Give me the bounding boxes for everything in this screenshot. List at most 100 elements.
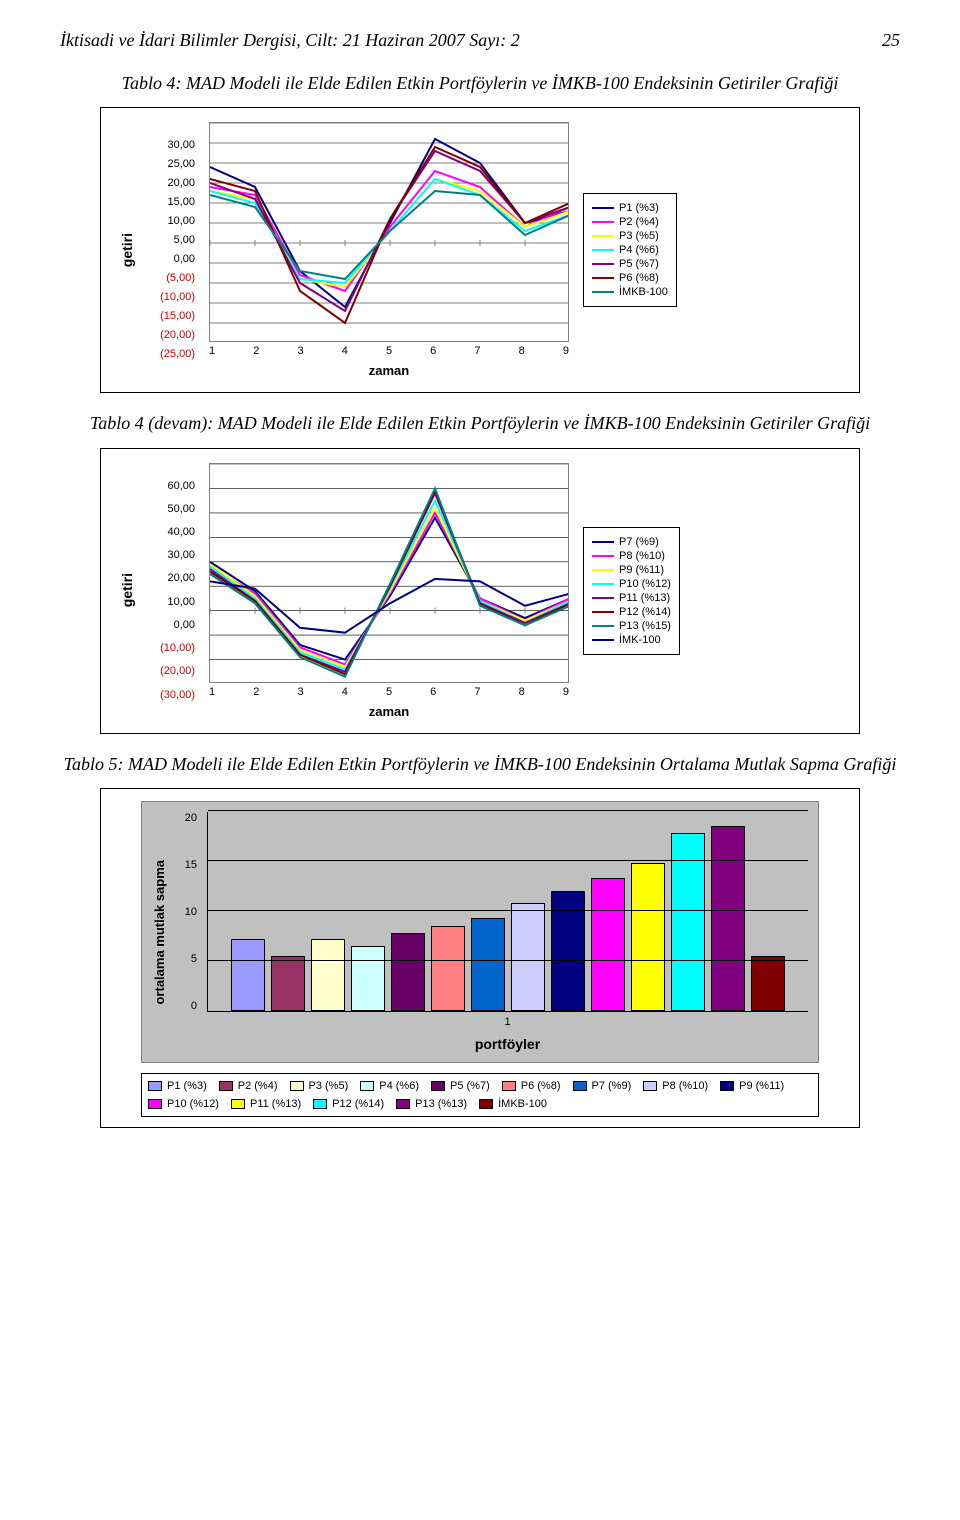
legend-label: P6 (%8) [521,1080,561,1092]
legend-item: P7 (%9) [573,1080,632,1092]
ytick: 15 [177,859,197,871]
ytick: (30,00) [149,690,195,701]
xtick: 4 [342,686,348,698]
legend-label: P4 (%6) [379,1080,419,1092]
legend-label: P3 (%5) [309,1080,349,1092]
legend-item: P2 (%4) [219,1080,278,1092]
xtick: 8 [519,345,525,357]
tablo4b-legend: P7 (%9) P8 (%10) P9 (%11) P10 (%12) P11 … [583,527,680,655]
legend-label: P5 (%7) [450,1080,490,1092]
legend-label: P13 (%13) [415,1098,467,1110]
bar [351,946,385,1011]
tablo5-bars [208,826,808,1011]
legend-item: P13 (%15) [592,620,671,632]
legend-swatch [313,1099,327,1109]
legend-label: P2 (%4) [238,1080,278,1092]
ytick: (5,00) [149,273,195,284]
legend-swatch [592,263,614,265]
ytick: 0,00 [149,620,195,631]
ytick: 30,00 [149,140,195,151]
legend-label: P7 (%9) [619,536,659,548]
ytick: 10,00 [149,216,195,227]
legend-label: P2 (%4) [619,216,659,228]
ytick: 20,00 [149,178,195,189]
legend-swatch [360,1081,374,1091]
legend-swatch [592,555,614,557]
ytick: (10,00) [149,292,195,303]
ytick: (20,00) [149,330,195,341]
ytick: 60,00 [149,481,195,492]
legend-item: P8 (%10) [643,1080,708,1092]
legend-label: P7 (%9) [592,1080,632,1092]
xtick: 5 [386,686,392,698]
tablo4-yticks: 30,0025,0020,0015,0010,005,000,00(5,00)(… [149,140,195,360]
bar [431,926,465,1011]
legend-swatch [592,569,614,571]
legend-label: P5 (%7) [619,258,659,270]
tablo4b-xticks: 123456789 [209,686,569,698]
legend-swatch [592,291,614,293]
legend-item: P13 (%13) [396,1098,467,1110]
tablo4-chart: getiri 30,0025,0020,0015,0010,005,000,00… [100,107,860,393]
legend-item: P6 (%8) [592,272,668,284]
legend-item: P1 (%3) [148,1080,207,1092]
legend-item: P9 (%11) [720,1080,784,1092]
page-header: İktisadi ve İdari Bilimler Dergisi, Cilt… [60,30,900,51]
legend-swatch [396,1099,410,1109]
ytick: 15,00 [149,197,195,208]
legend-swatch [720,1081,734,1091]
xtick: 5 [386,345,392,357]
legend-label: P8 (%10) [619,550,665,562]
ytick: 40,00 [149,527,195,538]
tablo4-ylabel: getiri [119,233,135,267]
legend-label: P9 (%11) [619,564,664,576]
tablo4b-plot [209,463,569,683]
legend-label: P1 (%3) [167,1080,207,1092]
xtick: 7 [474,686,480,698]
legend-swatch [643,1081,657,1091]
xtick: 1 [209,686,215,698]
ytick: 5,00 [149,235,195,246]
legend-item: P11 (%13) [231,1098,301,1110]
legend-label: P10 (%12) [619,578,671,590]
legend-swatch [592,639,614,641]
xtick: 9 [563,345,569,357]
legend-item: P3 (%5) [592,230,668,242]
legend-swatch [592,625,614,627]
bar [311,939,345,1011]
tablo4-xlabel: zaman [369,363,409,378]
ytick: 10,00 [149,597,195,608]
tablo5-legend: P1 (%3) P2 (%4) P3 (%5) P4 (%6) P5 (%7) … [141,1073,819,1117]
tablo4-xticks: 123456789 [209,345,569,357]
tablo4-plot-wrap: 123456789 zaman [209,122,569,378]
ytick: 5 [177,953,197,965]
legend-label: P10 (%12) [167,1098,219,1110]
xtick: 1 [209,345,215,357]
bar [751,956,785,1011]
legend-swatch [592,249,614,251]
legend-item: P3 (%5) [290,1080,349,1092]
bar [711,826,745,1011]
bar [511,903,545,1011]
bar [471,918,505,1011]
legend-swatch [592,583,614,585]
ytick: (20,00) [149,666,195,677]
legend-swatch [573,1081,587,1091]
ytick: 50,00 [149,504,195,515]
xtick: 3 [297,345,303,357]
legend-item: P4 (%6) [360,1080,419,1092]
legend-swatch [290,1081,304,1091]
bar [551,891,585,1011]
legend-label: P8 (%10) [662,1080,708,1092]
ytick: (15,00) [149,311,195,322]
legend-swatch [231,1099,245,1109]
bar [271,956,305,1011]
legend-item: P7 (%9) [592,536,671,548]
tablo4b-xlabel: zaman [369,704,409,719]
legend-item: P10 (%12) [592,578,671,590]
tablo5-plot [207,812,808,1012]
tablo5-chart: ortalama mutlak sapma 20151050 1 portföy… [141,801,819,1063]
legend-item: İMK-100 [592,634,671,646]
ytick: (25,00) [149,349,195,360]
legend-item: P10 (%12) [148,1098,219,1110]
